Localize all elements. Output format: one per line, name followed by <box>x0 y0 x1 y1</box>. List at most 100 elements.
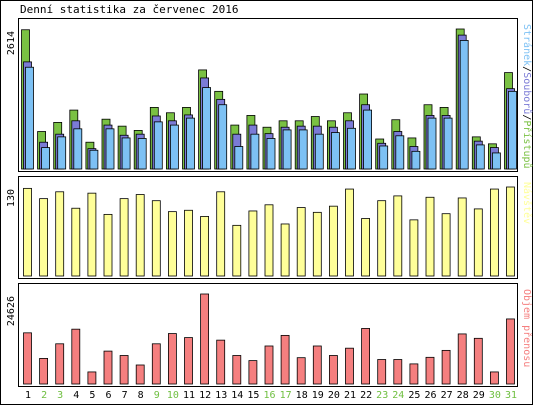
x-tick-label: 10 <box>167 390 179 401</box>
legend-entry: Návštěv <box>521 182 533 224</box>
bar-pages <box>395 135 405 170</box>
bar-visits <box>216 191 226 277</box>
bar-visits <box>377 200 387 277</box>
x-tick-label: 28 <box>457 390 469 401</box>
bar-visits <box>232 224 242 277</box>
bar-kbytes <box>87 371 97 385</box>
bar-kbytes <box>489 371 499 385</box>
x-tick-label: 5 <box>89 390 95 401</box>
bar-kbytes <box>506 318 515 385</box>
bar-visits <box>71 207 81 277</box>
bar-pages <box>459 40 469 170</box>
bar-kbytes <box>200 293 210 385</box>
bar-kbytes <box>377 359 387 385</box>
x-tick-label: 12 <box>199 390 211 401</box>
x-tick-label: 22 <box>360 390 372 401</box>
x-tick-label: 30 <box>489 390 501 401</box>
bar-visits <box>87 192 97 277</box>
x-tick-label: 26 <box>424 390 436 401</box>
x-tick-label: 29 <box>473 390 485 401</box>
bar-pages <box>266 138 276 170</box>
bar-visits <box>200 216 210 277</box>
bar-visits <box>103 213 113 277</box>
bar-pages <box>186 117 195 170</box>
x-tick-label: 11 <box>183 390 195 401</box>
bar-pages <box>105 128 115 170</box>
bar-pages <box>137 138 147 170</box>
x-tick-label: 25 <box>408 390 420 401</box>
bar-visits <box>506 186 515 277</box>
bar-kbytes <box>425 356 435 385</box>
bar-visits <box>457 197 467 277</box>
x-tick-label: 15 <box>247 390 259 401</box>
x-tick-label: 21 <box>344 390 356 401</box>
bar-kbytes <box>71 328 81 385</box>
bar-pages <box>218 104 228 170</box>
x-tick-label: 4 <box>73 390 79 401</box>
x-tick-label: 3 <box>57 390 63 401</box>
bar-visits <box>473 208 483 277</box>
bar-pages <box>411 150 421 170</box>
bar-kbytes <box>248 360 258 385</box>
x-tick-label: 1 <box>25 390 31 401</box>
bar-kbytes <box>296 357 306 385</box>
bar-kbytes <box>184 337 193 385</box>
bar-visits <box>409 219 419 277</box>
bar-visits <box>135 194 145 277</box>
bar-kbytes <box>345 347 354 385</box>
bar-pages <box>89 149 99 170</box>
bar-pages <box>347 127 356 170</box>
legend-hits-files-pages: Stránek/Souborů/Přístupů <box>521 24 533 169</box>
bar-visits <box>489 188 499 277</box>
bar-visits <box>23 187 32 277</box>
x-tick-label: 7 <box>122 390 128 401</box>
legend-entry: / <box>521 114 532 120</box>
bar-pages <box>169 124 179 170</box>
x-tick-label: 6 <box>105 390 111 401</box>
x-tick-label: 23 <box>376 390 388 401</box>
panel-frame-kbytes <box>18 283 518 387</box>
x-tick-label: 27 <box>441 390 453 401</box>
x-tick-label: 9 <box>154 390 160 401</box>
bar-kbytes <box>473 337 483 385</box>
bar-kbytes <box>55 343 65 385</box>
bar-visits <box>119 198 129 277</box>
bar-pages <box>363 109 373 170</box>
bar-kbytes <box>39 358 48 385</box>
bar-pages <box>57 136 67 170</box>
bar-visits <box>280 223 290 277</box>
bar-visits <box>361 218 371 277</box>
bar-visits <box>345 188 354 277</box>
x-tick-label: 19 <box>312 390 324 401</box>
bar-kbytes <box>119 355 129 385</box>
bar-pages <box>298 129 308 170</box>
bar-kbytes <box>167 333 177 385</box>
bar-pages <box>153 121 163 170</box>
x-tick-label: 14 <box>231 390 243 401</box>
bar-kbytes <box>312 345 322 385</box>
x-tick-label: 18 <box>296 390 308 401</box>
bar-kbytes <box>216 339 226 385</box>
bar-visits <box>441 213 451 277</box>
x-tick-label: 17 <box>280 390 292 401</box>
legend-entry: Souborů <box>521 72 533 114</box>
bar-visits <box>264 204 274 277</box>
panel-frame-visits <box>18 176 518 279</box>
bar-pages <box>25 66 34 170</box>
bar-pages <box>250 133 260 170</box>
bar-kbytes <box>264 345 274 385</box>
bar-kbytes <box>457 333 467 385</box>
legend-entry: Stránek <box>521 24 533 66</box>
x-tick-label: 20 <box>328 390 340 401</box>
x-tick-label: 8 <box>138 390 144 401</box>
bar-visits <box>184 209 193 277</box>
bar-kbytes <box>103 350 113 385</box>
bar-visits <box>425 196 435 277</box>
bar-pages <box>475 144 485 170</box>
bar-kbytes <box>409 363 419 385</box>
bar-kbytes <box>393 359 403 385</box>
panel-frame-hits-files-pages <box>18 18 518 172</box>
